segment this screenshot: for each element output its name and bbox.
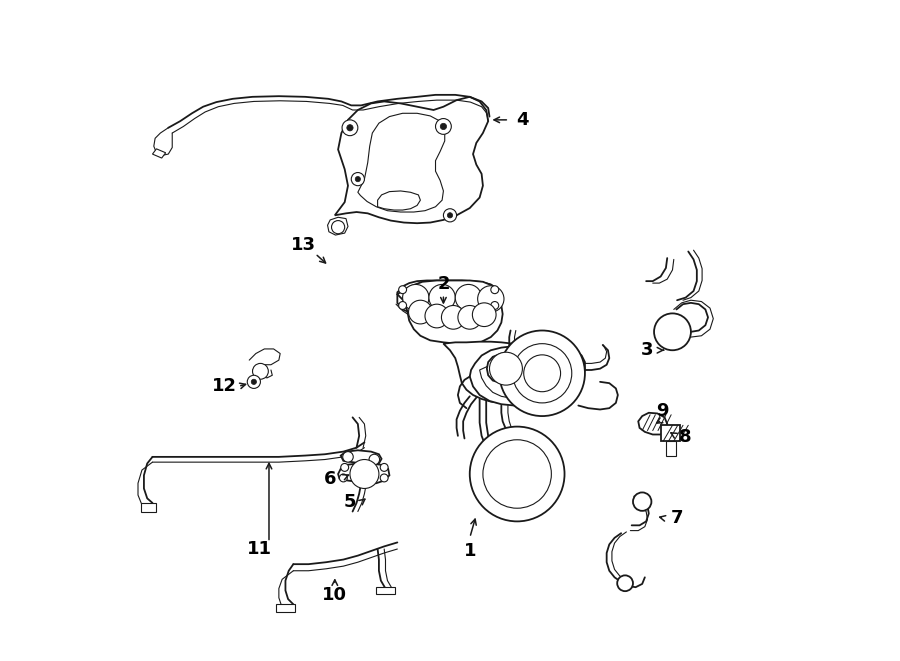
Polygon shape (341, 450, 382, 465)
Polygon shape (661, 425, 680, 441)
Circle shape (444, 209, 456, 222)
Text: 8: 8 (679, 428, 691, 446)
Text: 12: 12 (212, 377, 238, 395)
Circle shape (441, 305, 465, 329)
Circle shape (490, 352, 522, 385)
Text: 3: 3 (641, 341, 653, 359)
Polygon shape (376, 587, 395, 594)
Circle shape (633, 492, 652, 511)
Text: 5: 5 (344, 492, 356, 511)
Circle shape (399, 301, 407, 309)
Circle shape (447, 213, 453, 218)
Text: 13: 13 (292, 236, 317, 254)
Circle shape (351, 173, 364, 186)
Polygon shape (338, 463, 390, 483)
Text: 6: 6 (324, 469, 337, 488)
Polygon shape (487, 354, 526, 383)
Polygon shape (152, 149, 166, 158)
Circle shape (356, 176, 361, 182)
Circle shape (478, 286, 504, 312)
Text: 7: 7 (670, 509, 683, 527)
Polygon shape (397, 280, 503, 344)
Text: 4: 4 (517, 111, 528, 129)
Circle shape (483, 440, 552, 508)
Circle shape (512, 344, 572, 403)
Circle shape (369, 454, 380, 465)
Circle shape (524, 355, 561, 392)
Circle shape (342, 120, 358, 136)
Circle shape (339, 474, 347, 482)
Polygon shape (638, 412, 667, 434)
Polygon shape (666, 441, 677, 455)
Circle shape (343, 451, 353, 462)
Circle shape (331, 221, 345, 234)
Polygon shape (276, 604, 295, 612)
Circle shape (253, 364, 268, 379)
Polygon shape (328, 217, 348, 235)
Circle shape (425, 304, 449, 328)
Polygon shape (378, 191, 420, 210)
Circle shape (472, 303, 496, 327)
Circle shape (251, 379, 256, 385)
Circle shape (350, 459, 379, 488)
Polygon shape (480, 354, 542, 399)
Circle shape (455, 284, 482, 311)
Polygon shape (397, 280, 500, 315)
Polygon shape (444, 342, 554, 403)
Circle shape (409, 300, 432, 324)
Circle shape (380, 463, 388, 471)
Polygon shape (358, 113, 445, 212)
Circle shape (436, 118, 451, 134)
Circle shape (654, 313, 691, 350)
Circle shape (500, 330, 585, 416)
Circle shape (399, 286, 407, 293)
Text: 10: 10 (322, 586, 347, 604)
Circle shape (380, 474, 388, 482)
Circle shape (429, 284, 455, 311)
Circle shape (458, 305, 482, 329)
Circle shape (491, 286, 499, 293)
Circle shape (491, 301, 499, 309)
Circle shape (402, 284, 429, 311)
Circle shape (341, 463, 348, 471)
Circle shape (440, 124, 446, 130)
Polygon shape (335, 97, 488, 223)
Text: 1: 1 (464, 542, 476, 560)
Text: 2: 2 (437, 276, 450, 293)
Circle shape (470, 426, 564, 522)
Polygon shape (470, 346, 554, 406)
Circle shape (248, 375, 260, 389)
Text: 11: 11 (247, 540, 272, 558)
Text: 9: 9 (656, 402, 668, 420)
Circle shape (346, 125, 353, 131)
Polygon shape (140, 503, 157, 512)
Polygon shape (547, 360, 580, 387)
Circle shape (617, 575, 633, 591)
